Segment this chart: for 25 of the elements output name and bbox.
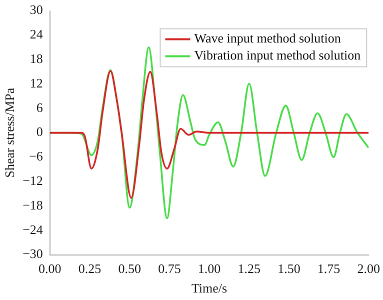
- y-axis-title: Shear stress/MPa: [2, 88, 18, 178]
- x-tick-label: 0.75: [158, 261, 181, 276]
- x-axis-title: Time/s: [191, 280, 228, 296]
- y-tick-label: −12: [22, 173, 43, 188]
- y-tick-label: 24: [30, 26, 44, 42]
- y-tick-label: −18: [22, 197, 43, 212]
- x-tick-label: 1.50: [278, 261, 300, 276]
- x-tick-label: 1.00: [198, 261, 221, 276]
- y-tick-label: 6: [36, 100, 44, 115]
- x-tick-label: 0.25: [78, 261, 102, 276]
- y-tick-label: 18: [30, 51, 43, 66]
- legend-label: Vibration input method solution: [194, 48, 362, 63]
- line-series: [50, 70, 369, 199]
- y-tick-label: 12: [30, 75, 43, 90]
- legend-label: Wave input method solution: [194, 30, 342, 46]
- x-tick-label: 2.00: [357, 261, 380, 276]
- x-tick-label: 0.00: [38, 261, 62, 276]
- y-tick-label: −30: [22, 246, 43, 262]
- y-tick-label: 30: [30, 2, 43, 18]
- y-tick-label: 0: [36, 124, 43, 140]
- y-tick-label: −24: [22, 222, 44, 237]
- y-tick-label: −6: [29, 148, 44, 164]
- x-tick-label: 1.25: [238, 261, 260, 276]
- x-tick-label: 0.50: [118, 261, 141, 276]
- x-tick-label: 1.75: [317, 261, 340, 276]
